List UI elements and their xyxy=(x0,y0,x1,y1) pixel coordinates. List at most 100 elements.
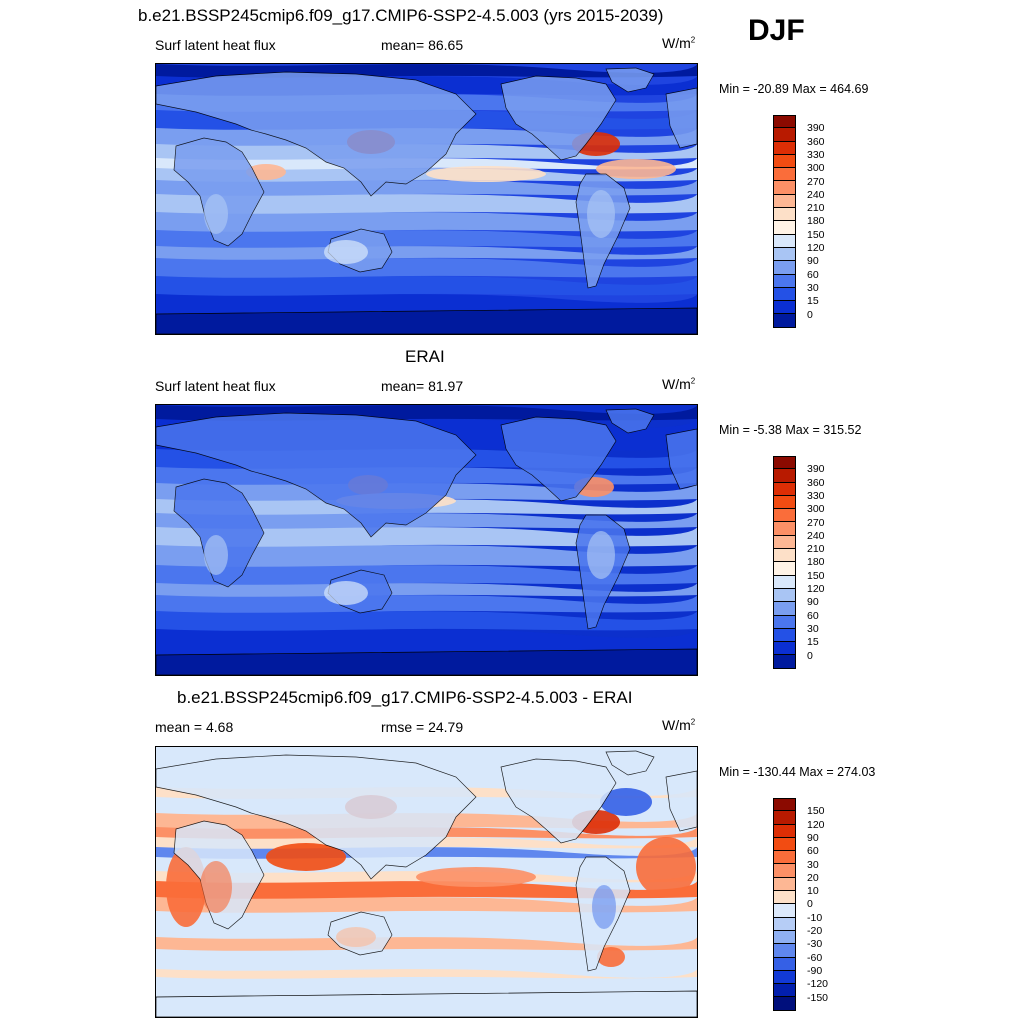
colorbar-tick-label: 300 xyxy=(807,162,825,175)
colorbar-swatch xyxy=(773,456,796,470)
panel-2-colorbar: 390 360 330 300 270 240 210 180 150 120 90 60 30 15 0 xyxy=(773,456,825,669)
colorbar-swatch xyxy=(773,181,796,195)
colorbar-swatch xyxy=(773,824,796,838)
colorbar-tick-label: 270 xyxy=(807,516,825,529)
colorbar-swatch xyxy=(773,221,796,235)
panel-3-minmax: Min = -130.44 Max = 274.03 xyxy=(719,765,876,779)
colorbar-tick-label: 210 xyxy=(807,202,825,215)
panel-3-rmse-label: rmse = 24.79 xyxy=(381,719,464,735)
colorbar-swatch xyxy=(773,301,796,315)
panel-3-title: b.e21.BSSP245cmip6.f09_g17.CMIP6-SSP2-4.… xyxy=(177,688,633,707)
colorbar-tick-label: 60 xyxy=(807,845,819,858)
colorbar-swatch xyxy=(773,535,796,550)
colorbar-tick-label: 10 xyxy=(807,885,819,898)
panel-2-map xyxy=(155,404,698,676)
colorbar-tick-label: 390 xyxy=(807,122,825,135)
colorbar-tick-label: 30 xyxy=(807,622,819,635)
panel-3-colorbar: 150 120 90 60 30 20 10 0 -10 -20 -30 -60 -90 -120 -150 xyxy=(773,798,828,1011)
colorbar-tick-label: 30 xyxy=(807,858,819,871)
colorbar-tick-label: -60 xyxy=(807,951,823,964)
colorbar-swatch xyxy=(773,168,796,182)
colorbar-tick-label: -30 xyxy=(807,938,823,951)
colorbar-swatch xyxy=(773,588,796,603)
colorbar-swatch xyxy=(773,208,796,222)
colorbar-tick-label: -20 xyxy=(807,925,823,937)
colorbar-swatch xyxy=(773,194,796,209)
panel-3-map xyxy=(155,746,698,1018)
colorbar-swatch xyxy=(773,984,796,998)
colorbar-tick-label: 330 xyxy=(807,489,825,502)
colorbar-swatch xyxy=(773,628,796,643)
colorbar-swatch xyxy=(773,944,796,958)
colorbar-swatch xyxy=(773,837,796,852)
colorbar-swatch xyxy=(773,917,796,931)
panel-2-minmax: Min = -5.38 Max = 315.52 xyxy=(719,423,862,437)
colorbar-swatch xyxy=(773,128,796,142)
colorbar-swatch xyxy=(773,891,796,905)
colorbar-swatch xyxy=(773,154,796,169)
colorbar-swatch xyxy=(773,115,796,129)
colorbar-swatch xyxy=(773,274,796,288)
colorbar-tick-label: 15 xyxy=(807,295,819,308)
colorbar-swatch xyxy=(773,642,796,656)
colorbar-tick-label: 270 xyxy=(807,175,825,188)
colorbar-swatch xyxy=(773,549,796,563)
panel-1-map-svg xyxy=(156,64,697,334)
colorbar-swatch xyxy=(773,615,796,629)
colorbar-swatch xyxy=(773,261,796,275)
colorbar-swatch xyxy=(773,851,796,865)
colorbar-swatch xyxy=(773,904,796,918)
colorbar-swatch xyxy=(773,798,796,812)
colorbar-tick-label: 15 xyxy=(807,636,819,649)
colorbar-tick-label: -10 xyxy=(807,911,823,924)
panel-2-mean-label: mean= 81.97 xyxy=(381,378,464,394)
colorbar-swatch xyxy=(773,482,796,496)
colorbar-tick-label: -150 xyxy=(807,991,829,1004)
colorbar-swatch xyxy=(773,655,796,669)
colorbar-tick-label: 60 xyxy=(807,609,819,622)
panel-1-map xyxy=(155,63,698,335)
colorbar-tick-label: 120 xyxy=(807,583,825,595)
colorbar-swatch xyxy=(773,287,796,302)
colorbar-swatch xyxy=(773,811,796,825)
colorbar-tick-label: 360 xyxy=(807,135,825,148)
panel-3-map-svg xyxy=(156,747,697,1017)
colorbar-tick-label: 240 xyxy=(807,188,825,201)
colorbar-swatch xyxy=(773,495,796,510)
colorbar-tick-label: 120 xyxy=(807,818,825,831)
panel-1-title: b.e21.BSSP245cmip6.f09_g17.CMIP6-SSP2-4.… xyxy=(138,6,664,25)
colorbar-swatch xyxy=(773,522,796,536)
colorbar-tick-label: 390 xyxy=(807,463,825,476)
colorbar-swatch xyxy=(773,602,796,616)
colorbar-swatch xyxy=(773,957,796,971)
colorbar-swatch xyxy=(773,997,796,1011)
panel-2-title: ERAI xyxy=(405,347,445,366)
season-label: DJF xyxy=(748,14,805,47)
panel-2-map-svg xyxy=(156,405,697,675)
colorbar-tick-label: 210 xyxy=(807,543,825,556)
panel-3-mean-label: mean = 4.68 xyxy=(155,719,234,735)
colorbar-tick-label: 150 xyxy=(807,228,825,241)
colorbar-swatch xyxy=(773,141,796,155)
colorbar-swatch xyxy=(773,247,796,262)
colorbar-tick-label: 330 xyxy=(807,148,825,161)
colorbar-tick-label: 20 xyxy=(807,871,819,884)
colorbar-tick-label: -120 xyxy=(807,978,829,991)
colorbar-swatch xyxy=(773,469,796,483)
colorbar-tick-label: 0 xyxy=(807,898,813,911)
panel-1-variable-label: Surf latent heat flux xyxy=(155,37,276,53)
panel-2-variable-label: Surf latent heat flux xyxy=(155,378,276,394)
colorbar-swatch xyxy=(773,234,796,248)
colorbar-swatch xyxy=(773,562,796,576)
panel-2-units: W/m2 xyxy=(662,376,696,392)
colorbar-tick-label: 90 xyxy=(807,596,819,609)
panel-1-minmax: Min = -20.89 Max = 464.69 xyxy=(719,82,869,96)
panel-1-mean-label: mean= 86.65 xyxy=(381,37,464,53)
colorbar-swatch xyxy=(773,970,796,985)
panel-3-units: W/m2 xyxy=(662,717,696,733)
colorbar-tick-label: -90 xyxy=(807,964,823,977)
colorbar-tick-label: 360 xyxy=(807,476,825,489)
colorbar-tick-label: 90 xyxy=(807,831,819,844)
colorbar-swatch xyxy=(773,509,796,523)
colorbar-swatch xyxy=(773,877,796,892)
